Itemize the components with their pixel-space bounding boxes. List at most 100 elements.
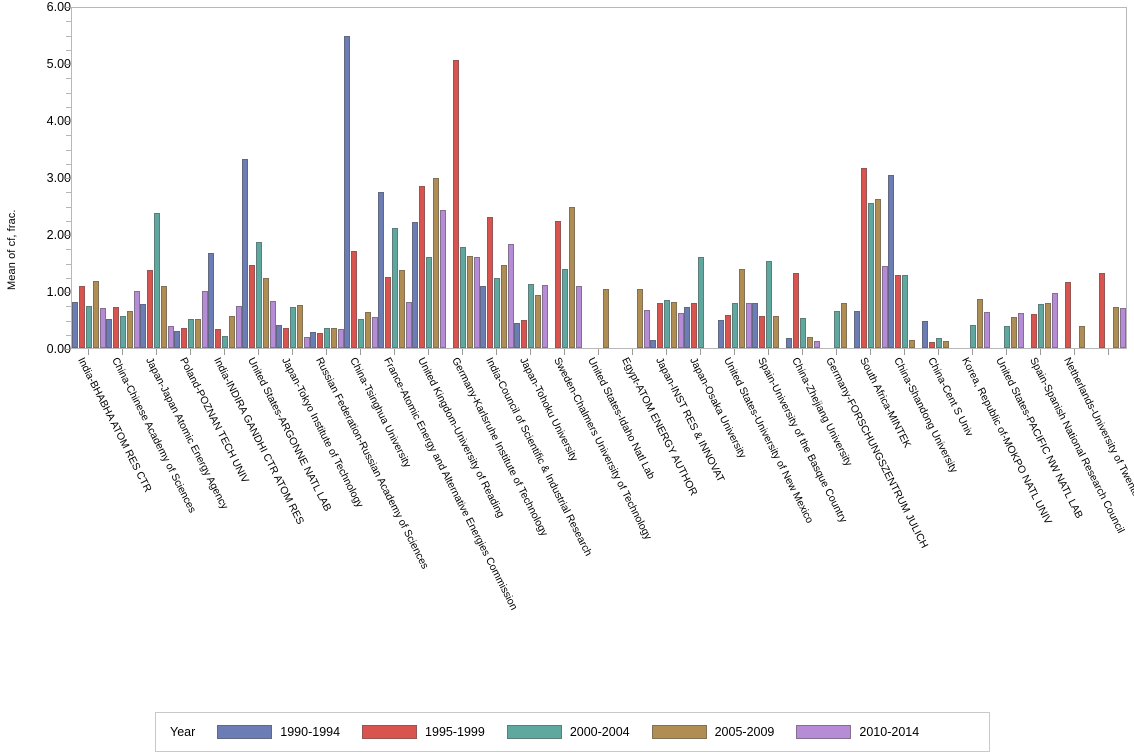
bar	[72, 302, 79, 348]
bar-group	[616, 8, 650, 348]
bar-group	[344, 8, 378, 348]
bar	[541, 284, 548, 348]
bar	[752, 302, 759, 348]
x-tick-mark	[360, 349, 361, 355]
bar	[303, 336, 310, 348]
bar	[895, 275, 902, 348]
legend-item[interactable]: 1995-1999	[362, 725, 485, 739]
bar-group	[752, 8, 786, 348]
x-tick-mark	[88, 349, 89, 355]
bar	[432, 178, 439, 348]
bar	[493, 277, 501, 348]
bar	[534, 295, 541, 348]
bar	[725, 315, 732, 348]
bar-group	[548, 8, 582, 348]
legend-label: 2005-2009	[714, 725, 775, 739]
y-tick-label: 6.00	[46, 0, 71, 14]
bar	[174, 331, 181, 348]
bar	[677, 313, 684, 348]
y-tick-mark-minor	[66, 21, 71, 23]
x-tick-mark	[632, 349, 633, 355]
bar	[235, 305, 242, 348]
legend-item[interactable]: 2010-2014	[796, 725, 919, 739]
legend-item[interactable]: 2000-2004	[506, 725, 630, 739]
legend-label: 1990-1994	[280, 725, 341, 739]
bar	[133, 291, 140, 348]
bar-group	[310, 8, 344, 348]
x-tick-mark	[768, 349, 769, 355]
bar	[935, 338, 943, 348]
y-tick-mark	[64, 121, 71, 122]
bar	[357, 319, 365, 348]
bar	[507, 243, 514, 348]
bar-group	[276, 8, 310, 348]
y-tick-mark-minor	[66, 106, 71, 108]
bar-group	[106, 8, 140, 348]
bar	[888, 175, 895, 348]
bar	[147, 269, 154, 348]
x-axis-tick-label: China-Tsinghua University	[347, 355, 414, 470]
legend-swatch	[217, 725, 273, 739]
bar	[738, 268, 745, 348]
bar-group	[786, 8, 820, 348]
bar-group	[1024, 8, 1058, 348]
bar-group	[174, 8, 208, 348]
bar	[861, 168, 868, 348]
bar	[881, 266, 888, 348]
bar	[317, 333, 324, 348]
bar	[521, 319, 528, 348]
bar-group	[1092, 8, 1126, 348]
bar	[92, 281, 99, 348]
bar	[786, 338, 793, 348]
bar-group	[820, 8, 854, 348]
y-tick-mark-minor	[66, 35, 71, 37]
bar-group	[446, 8, 480, 348]
legend-swatch	[651, 725, 707, 739]
y-tick-mark-minor	[66, 320, 71, 322]
x-tick-mark	[122, 349, 123, 355]
bar	[344, 36, 351, 348]
bar	[480, 285, 487, 348]
y-tick-mark-minor	[66, 163, 71, 165]
y-tick-mark	[64, 349, 71, 350]
legend-label: 2000-2004	[569, 725, 630, 739]
bar	[405, 301, 412, 348]
bar	[799, 317, 807, 348]
x-tick-mark	[734, 349, 735, 355]
bar	[126, 310, 133, 348]
bar	[269, 300, 276, 348]
bar	[323, 328, 331, 348]
bar	[289, 306, 297, 348]
x-tick-mark	[1074, 349, 1075, 355]
legend-item[interactable]: 1990-1994	[217, 725, 340, 739]
bar	[840, 303, 847, 348]
bar	[364, 312, 371, 348]
x-axis-tick-label: Japan-INST RES & INNOVAT	[653, 355, 727, 485]
bar	[119, 315, 127, 348]
y-tick-mark	[64, 292, 71, 293]
x-axis-tick-label: China-Zhejiang University	[789, 355, 855, 469]
bar	[160, 286, 167, 348]
bar	[901, 275, 909, 348]
y-tick-mark-minor	[66, 92, 71, 94]
bar	[221, 336, 229, 348]
y-tick-mark	[64, 178, 71, 179]
x-axis-tick-label: France-Atomic Energy and Alternative Ene…	[381, 355, 520, 613]
bar	[772, 316, 779, 348]
bar	[194, 318, 201, 348]
bar	[337, 329, 344, 348]
bar-group	[480, 8, 514, 348]
bar	[1099, 272, 1106, 348]
x-tick-mark	[224, 349, 225, 355]
bar	[663, 299, 671, 348]
legend-items: 1990-1994 1995-1999 2000-2004 2005-2009 2010…	[217, 725, 941, 739]
bar	[697, 257, 705, 348]
y-tick-mark-minor	[66, 49, 71, 51]
legend-item[interactable]: 2005-2009	[651, 725, 775, 739]
bar	[1065, 282, 1072, 348]
bar-group	[582, 8, 616, 348]
bar-group	[378, 8, 412, 348]
bar	[942, 340, 949, 348]
bar	[874, 198, 881, 348]
x-tick-mark	[904, 349, 905, 355]
